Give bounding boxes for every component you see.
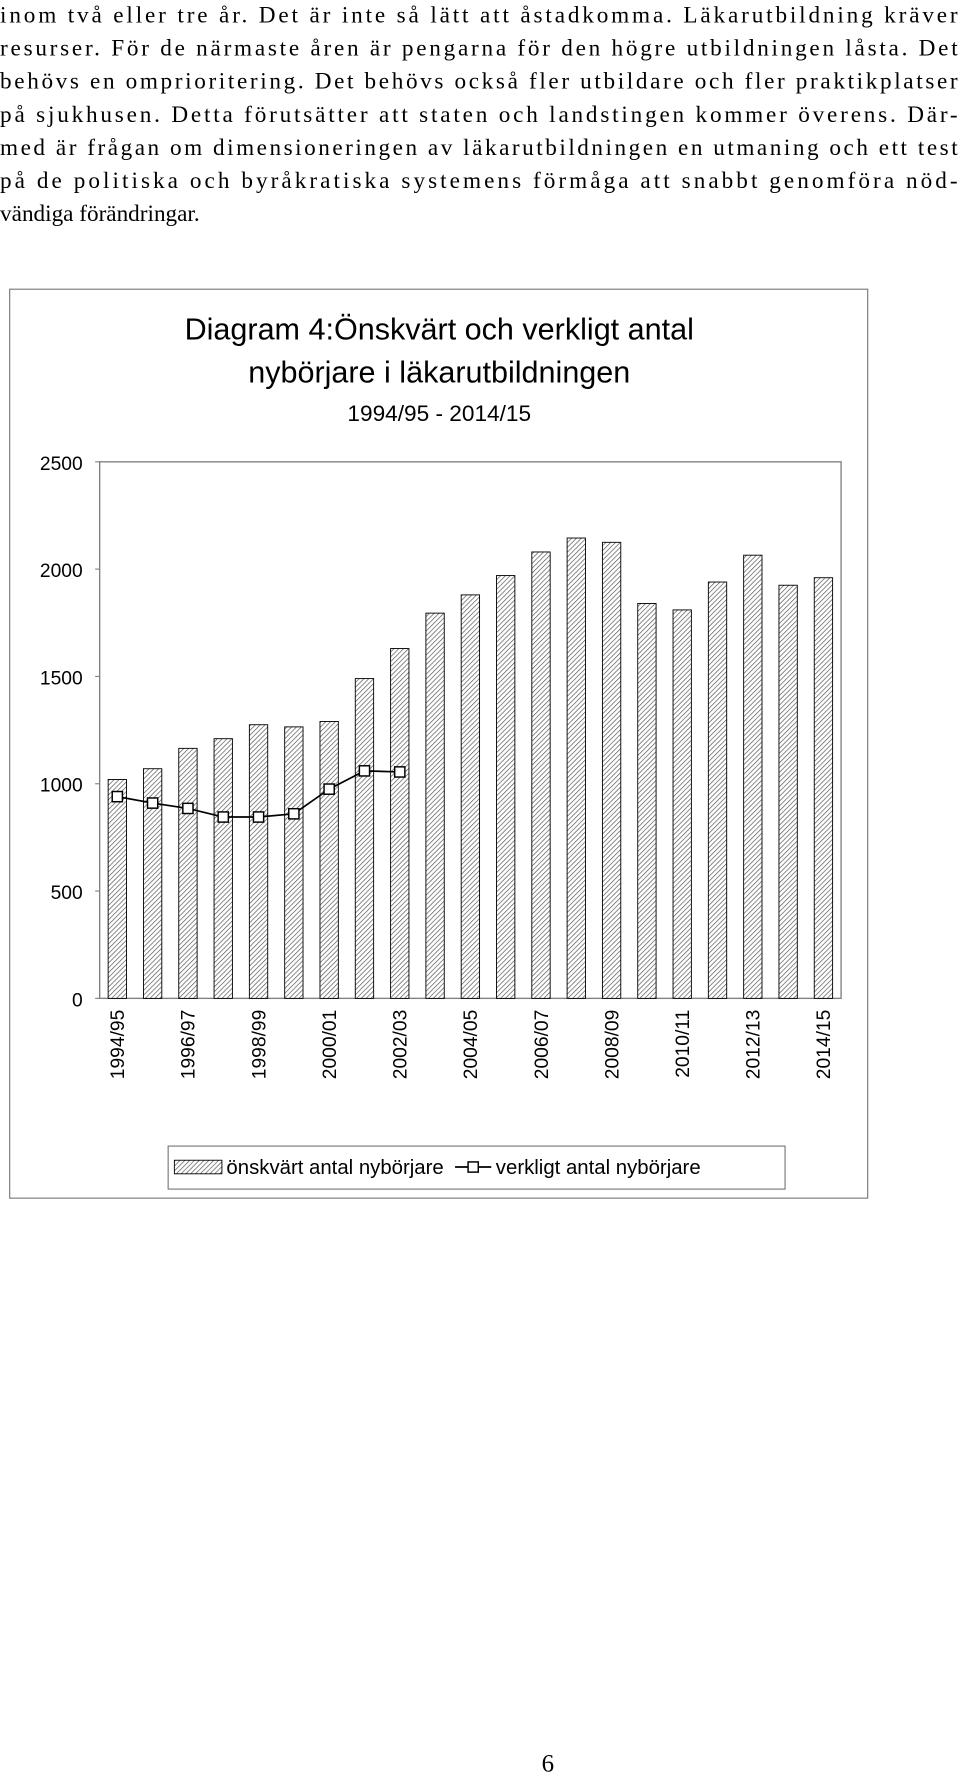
paragraph-line: resurser. För de närmaste åren är pengar… bbox=[0, 36, 958, 62]
x-tick-label: 2008/09 bbox=[602, 1010, 623, 1080]
x-tick-label: 2006/07 bbox=[532, 1010, 553, 1080]
line-marker bbox=[111, 790, 124, 803]
line-marker bbox=[358, 765, 371, 777]
x-tick-label: 1996/97 bbox=[179, 1010, 200, 1080]
y-tick-label: 2500 bbox=[40, 454, 83, 475]
chart: Diagram 4:Önskvärt och verkligt antal nyb… bbox=[40, 313, 842, 1190]
paragraph-line: behövs en omprioritering. Det behövs ock… bbox=[0, 69, 958, 95]
line-marker bbox=[323, 783, 335, 795]
bar bbox=[637, 603, 657, 999]
chart-title: nybörjare i läkarutbildningen bbox=[248, 356, 630, 390]
bar bbox=[284, 726, 304, 999]
y-tick-label: 500 bbox=[51, 883, 83, 904]
x-tick-label: 1998/99 bbox=[249, 1010, 270, 1080]
bar bbox=[354, 678, 375, 999]
bar bbox=[531, 551, 551, 999]
bar bbox=[248, 724, 269, 999]
x-tick-label: 1994/95 bbox=[108, 1010, 129, 1080]
bar bbox=[707, 581, 728, 999]
bar bbox=[813, 577, 834, 999]
bar bbox=[778, 584, 798, 999]
bar bbox=[107, 779, 127, 999]
bar bbox=[319, 721, 339, 999]
bar bbox=[743, 554, 763, 999]
paragraph-line: på sjukhusen. Detta förutsätter att stat… bbox=[0, 102, 958, 128]
y-tick-label: 0 bbox=[72, 990, 83, 1011]
line-marker bbox=[146, 797, 159, 809]
paragraph: inom två eller tre år. Det är inte så lä… bbox=[0, 3, 958, 227]
bar bbox=[142, 768, 163, 999]
y-tick-label: 2000 bbox=[40, 561, 83, 582]
legend-swatch bbox=[467, 1161, 480, 1173]
chart-subtitle: 1994/95 - 2014/15 bbox=[347, 401, 531, 426]
y-tick-label: 1000 bbox=[40, 776, 83, 797]
bar bbox=[496, 575, 516, 999]
line-marker bbox=[217, 811, 230, 823]
paragraph-line: vändiga förändringar. bbox=[0, 201, 200, 227]
x-tick-label: 2014/15 bbox=[814, 1010, 835, 1080]
legend-swatch bbox=[173, 1159, 223, 1175]
legend-label: önskvärt antal nybörjare bbox=[226, 1157, 443, 1179]
x-tick-label: 2002/03 bbox=[391, 1010, 412, 1080]
bar bbox=[566, 537, 586, 999]
bar bbox=[601, 541, 622, 999]
y-tick-label: 1500 bbox=[40, 668, 83, 689]
x-tick-label: 2012/13 bbox=[744, 1010, 765, 1080]
x-tick-label: 2010/11 bbox=[673, 1010, 694, 1078]
bar bbox=[178, 747, 198, 999]
bar bbox=[460, 594, 481, 999]
page-number: 6 bbox=[542, 1750, 554, 1776]
bar bbox=[425, 612, 445, 999]
bar bbox=[390, 648, 410, 999]
line-marker bbox=[182, 802, 194, 815]
line-marker bbox=[252, 811, 265, 823]
chart-title: Diagram 4:Önskvärt och verkligt antal bbox=[185, 313, 694, 347]
line-marker bbox=[288, 807, 300, 820]
legend-label: verkligt antal nybörjare bbox=[496, 1157, 701, 1179]
paragraph-line: på de politiska och byråkratiska systeme… bbox=[0, 168, 958, 194]
line-marker bbox=[393, 766, 406, 778]
bar bbox=[213, 738, 233, 999]
x-tick-label: 2004/05 bbox=[461, 1010, 482, 1080]
paragraph-line: inom två eller tre år. Det är inte så lä… bbox=[0, 3, 958, 29]
paragraph-line: med är frågan om dimensioneringen av läk… bbox=[0, 135, 958, 161]
bar bbox=[672, 609, 692, 999]
x-tick-label: 2000/01 bbox=[320, 1010, 341, 1080]
